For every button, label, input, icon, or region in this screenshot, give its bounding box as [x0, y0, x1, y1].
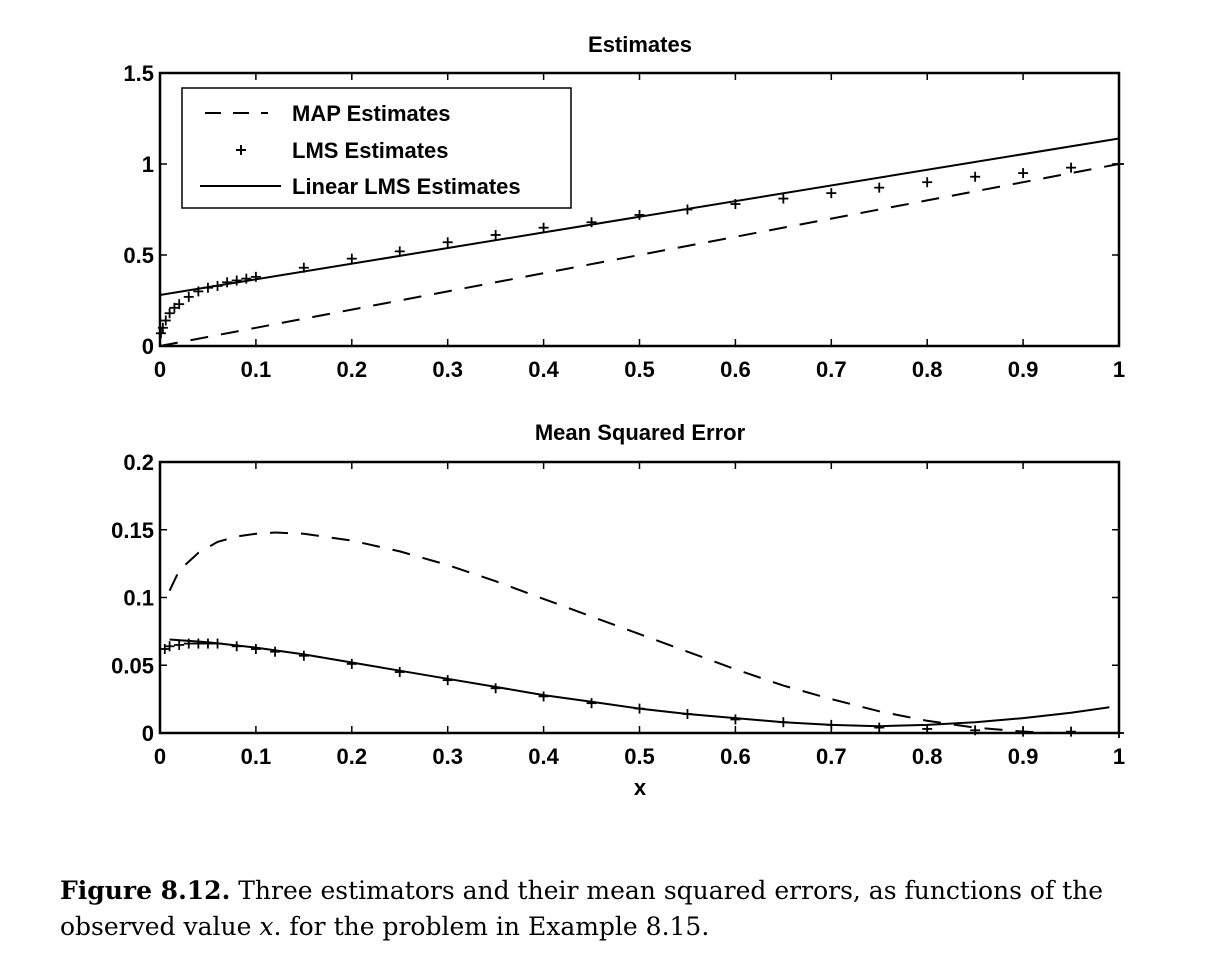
plus-marker: [1114, 159, 1124, 169]
caption-text-before: Three estimators and their mean squared …: [60, 876, 1104, 941]
plus-marker: [970, 725, 981, 736]
mse-panel: Mean Squared Error 0 0.1 0.2 0.3 0.4 0.5 0.6 0.…: [111, 420, 1125, 800]
plus-marker: [157, 322, 168, 333]
y-tick-label: 0: [142, 334, 154, 359]
x-tick-label: 0.6: [720, 744, 751, 769]
y-tick-label: 0.5: [123, 243, 154, 268]
plus-marker: [730, 714, 741, 725]
x-tick-label: 0.2: [337, 744, 368, 769]
y-tick-label: 0.15: [111, 518, 154, 543]
x-tick-label: 0.7: [816, 357, 847, 382]
mse-ticks: 0 0.1 0.2 0.3 0.4 0.5 0.6 0.7 0.8 0.9 1 0 0.05 0.1 0.1…: [111, 450, 1125, 769]
plus-marker: [634, 209, 645, 220]
plus-marker: [922, 177, 933, 188]
y-tick-label: 0.2: [123, 450, 154, 475]
x-tick-label: 0.2: [337, 357, 368, 382]
legend-box: [181, 87, 572, 209]
x-tick-label: 0: [154, 357, 166, 382]
plus-marker: [231, 275, 242, 286]
x-tick-label: 1: [1113, 744, 1125, 769]
mse-plot-frame: [158, 460, 1121, 735]
y-tick-label: 0.05: [111, 653, 154, 678]
x-tick-label: 0.9: [1008, 744, 1039, 769]
x-tick-label: 0.4: [528, 744, 559, 769]
estimates-ticks: 0 0.1 0.2 0.3 0.4 0.5 0.6 0.7 0.8 0.9 1 0 0.5 1 1.5: [123, 61, 1125, 382]
legend-label-linear-lms: Linear LMS Estimates: [292, 174, 521, 199]
mse-title: Mean Squared Error: [535, 420, 746, 445]
estimates-series: [155, 137, 1124, 347]
y-tick-label: 0: [142, 721, 154, 746]
plus-marker: [193, 638, 204, 649]
plus-marker: [183, 291, 194, 302]
plus-marker: [155, 328, 166, 339]
plus-marker: [174, 639, 185, 650]
estimates-legend: MAP Estimates LMS Estimates Linear LMS E…: [181, 87, 572, 209]
series-linear-lms-line: [159, 137, 1120, 296]
plus-marker: [442, 237, 453, 248]
series-map-line: [159, 163, 1120, 347]
plus-marker: [874, 722, 885, 733]
plus-marker: [1114, 728, 1124, 738]
y-tick-label: 1.5: [123, 61, 154, 86]
mse-x-axis-label: x: [634, 775, 647, 800]
x-tick-label: 1: [1113, 357, 1125, 382]
figure: Estimates 0 0.1 0.2 0.3 0.4 0.5 0.6 0.7 0.8 0.9 10…: [111, 32, 1125, 800]
x-tick-label: 0.6: [720, 357, 751, 382]
plus-marker: [1018, 726, 1029, 737]
plus-marker: [164, 641, 175, 652]
x-tick-label: 0.4: [528, 357, 559, 382]
x-tick-label: 0.9: [1008, 357, 1039, 382]
plus-marker: [826, 188, 837, 199]
plus-marker: [160, 315, 171, 326]
caption-label: Figure 8.12.: [60, 876, 231, 905]
plus-marker: [490, 229, 501, 240]
plus-marker: [164, 308, 175, 319]
y-tick-label: 0.1: [123, 586, 154, 611]
estimates-panel: Estimates 0 0.1 0.2 0.3 0.4 0.5 0.6 0.7 0.8 0.9 10…: [123, 32, 1125, 382]
x-tick-label: 0.8: [912, 357, 943, 382]
x-tick-label: 0.7: [816, 744, 847, 769]
caption-variable: x: [259, 912, 274, 941]
x-tick-label: 0.5: [624, 357, 655, 382]
figure-caption: Figure 8.12. Three estimators and their …: [60, 873, 1180, 945]
plus-marker: [174, 299, 185, 310]
plus-marker: [538, 222, 549, 233]
plus-marker: [241, 273, 252, 284]
x-tick-label: 0.1: [241, 357, 272, 382]
plus-marker: [222, 277, 233, 288]
plus-marker: [970, 171, 981, 182]
series-lms-markers: [155, 159, 1124, 339]
legend-swatch-lms: [236, 145, 246, 155]
y-tick-label: 1: [142, 152, 154, 177]
legend-label-map: MAP Estimates: [292, 101, 451, 126]
plus-marker: [778, 193, 789, 204]
series-linear-lms-line: [169, 638, 1110, 728]
x-tick-label: 0: [154, 744, 166, 769]
plus-marker: [1018, 168, 1029, 179]
mse-series: [159, 531, 1124, 738]
estimates-title: Estimates: [588, 32, 692, 57]
legend-label-lms: LMS Estimates: [292, 138, 449, 163]
x-tick-label: 0.5: [624, 744, 655, 769]
plus-marker: [874, 182, 885, 193]
x-tick-label: 0.3: [432, 744, 463, 769]
x-tick-label: 0.8: [912, 744, 943, 769]
plus-marker: [346, 253, 357, 264]
plus-marker: [394, 246, 405, 257]
caption-text-after: . for the problem in Example 8.15.: [273, 912, 710, 941]
series-map-line: [168, 531, 1052, 734]
x-tick-label: 0.1: [241, 744, 272, 769]
plus-marker: [1066, 162, 1077, 173]
x-tick-label: 0.3: [432, 357, 463, 382]
plus-marker: [1066, 726, 1077, 737]
